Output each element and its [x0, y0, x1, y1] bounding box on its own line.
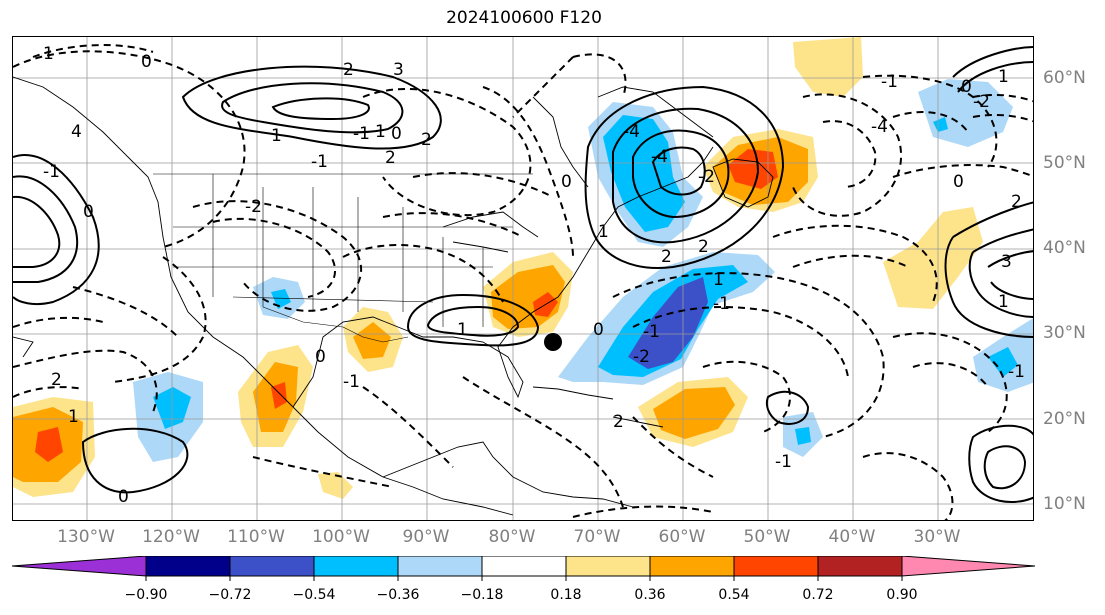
contour-label: 0 — [141, 52, 152, 72]
contour-label: 1 — [998, 67, 1009, 87]
map-title: 2024100600 F120 — [446, 8, 602, 28]
colorbar-segment — [565, 556, 651, 577]
contour-label: 1 — [68, 407, 79, 427]
colorbar-tick-label: −0.72 — [208, 587, 252, 603]
lon-label: 40°W — [828, 527, 876, 547]
contour-label: -1 — [43, 162, 60, 182]
lon-label: 70°W — [573, 527, 621, 547]
contour-label: 0 — [561, 172, 572, 192]
colorbar-segment — [649, 556, 735, 577]
colorbar — [11, 556, 1036, 581]
lat-label: 50°N — [1043, 153, 1086, 173]
colorbar-segment — [313, 556, 399, 577]
lon-label: 30°W — [913, 527, 961, 547]
lat-label: 30°N — [1043, 323, 1086, 343]
colorbar-tick-label: 0.90 — [886, 587, 918, 603]
colorbar-tick-label: 0.54 — [718, 587, 750, 603]
contour-label: -1 — [881, 72, 898, 92]
contour-label: -1 — [643, 322, 660, 342]
contour-label: 1 — [998, 292, 1009, 312]
negative-contours — [13, 44, 1033, 520]
colorbar-segment — [817, 556, 903, 577]
lat-label: 10°N — [1043, 494, 1086, 514]
lon-label: 100°W — [312, 527, 370, 547]
contour-label: 2 — [51, 370, 62, 390]
contour-label: 0 — [961, 77, 972, 97]
contour-label: 0 — [391, 124, 402, 144]
contour-label: 1 — [457, 320, 468, 340]
colorbar-tick-label: 0.18 — [550, 587, 582, 603]
contour-label: -4 — [871, 117, 888, 137]
positive-contours — [13, 46, 1033, 503]
lon-label: 110°W — [227, 527, 285, 547]
colorbar-segment — [145, 556, 231, 577]
map-canvas: 1 0 2 3 4 1 -1 0 -2 -1 2 1 0 -1 2 1 -1 0… — [13, 37, 1033, 520]
colorbar-tick-label: 0.72 — [802, 587, 834, 603]
contour-label-group: 1 0 2 3 4 1 -1 0 -2 -1 2 1 0 -1 2 1 -1 0… — [43, 44, 1025, 507]
lon-label: 50°W — [743, 527, 791, 547]
colorbar-segment — [397, 556, 483, 577]
contour-label: -1 — [311, 152, 328, 172]
contour-label: 2 — [698, 237, 709, 257]
contour-label: -1 — [343, 372, 360, 392]
contour-label: -1 — [775, 452, 792, 472]
colorbar-segment — [11, 556, 147, 577]
positive-anomaly-region — [793, 37, 863, 97]
colorbar-tick-label: −0.90 — [124, 587, 168, 603]
lon-label: 120°W — [142, 527, 200, 547]
contour-label: 0 — [593, 320, 604, 340]
contour-label: 2 — [421, 130, 432, 150]
contour-label: 0 — [118, 487, 129, 507]
contour-label: 0 — [315, 347, 326, 367]
colorbar-tick-label: 0.36 — [634, 587, 666, 603]
lon-label: 90°W — [402, 527, 450, 547]
colorbar-segment — [229, 556, 315, 577]
contour-label: 0 — [953, 172, 964, 192]
lon-label: 60°W — [658, 527, 706, 547]
contour-label: 1 — [598, 222, 609, 242]
contour-label: 1 — [271, 126, 282, 146]
colorbar-tick-label: −0.54 — [292, 587, 336, 603]
contour-label: -1 — [713, 294, 730, 314]
lat-label: 40°N — [1043, 238, 1086, 258]
contour-label: 0 — [83, 202, 94, 222]
political-borders — [153, 173, 533, 343]
lat-label: 60°N — [1043, 68, 1086, 88]
coastlines — [13, 76, 774, 516]
contour-label: 3 — [1001, 252, 1012, 272]
contour-label: -2 — [973, 92, 990, 112]
contour-label: 2 — [613, 412, 624, 432]
contour-label: -1 — [353, 124, 370, 144]
lat-label: 20°N — [1043, 409, 1086, 429]
colorbar-segment — [481, 556, 567, 577]
colorbar-tick-label: −0.18 — [460, 587, 504, 603]
contour-label: 2 — [661, 247, 672, 267]
colorbar-tick-label: −0.36 — [376, 587, 420, 603]
contour-label: 4 — [71, 122, 82, 142]
contour-label: 1 — [43, 44, 54, 64]
colorbar-segment — [733, 556, 819, 577]
storm-center-marker — [544, 333, 562, 351]
contour-label: -1 — [1008, 362, 1025, 382]
contour-label: 1 — [375, 122, 386, 142]
map-panel[interactable]: 1 0 2 3 4 1 -1 0 -2 -1 2 1 0 -1 2 1 -1 0… — [12, 36, 1034, 521]
contour-label: -2 — [698, 167, 715, 187]
contour-label: 1 — [713, 270, 724, 290]
contour-label: 2 — [1011, 192, 1022, 212]
lon-label: 130°W — [57, 527, 115, 547]
lon-label: 80°W — [488, 527, 536, 547]
contour-label: -4 — [651, 147, 668, 167]
contour-label: -2 — [245, 197, 262, 217]
contour-label: 2 — [343, 60, 354, 80]
contour-label: -2 — [633, 347, 650, 367]
contour-label: -4 — [623, 122, 640, 142]
colorbar-segment — [901, 556, 1036, 577]
contour-label: 2 — [385, 148, 396, 168]
contour-label: 3 — [393, 60, 404, 80]
shaded-anomaly-layer — [13, 37, 1033, 499]
